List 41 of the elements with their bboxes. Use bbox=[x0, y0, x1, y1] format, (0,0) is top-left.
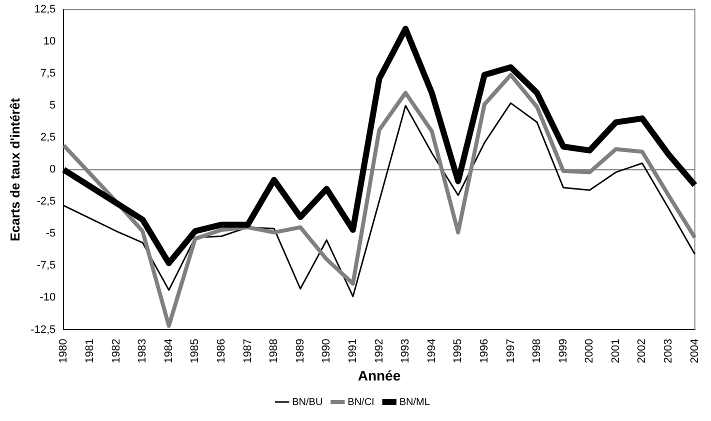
x-tick-label: 1998 bbox=[531, 338, 544, 364]
y-tick-label: 2,5 bbox=[40, 132, 56, 144]
x-tick-label: 1988 bbox=[268, 338, 280, 364]
x-tick-label: 1996 bbox=[478, 338, 490, 364]
x-tick-label: 1983 bbox=[136, 338, 149, 364]
x-tick-label: 2001 bbox=[610, 338, 622, 364]
x-tick-label: 1989 bbox=[294, 338, 306, 364]
x-tick-label: 1991 bbox=[346, 338, 359, 364]
x-tick-label: 1987 bbox=[242, 338, 254, 364]
y-tick-label: 0 bbox=[50, 164, 56, 176]
legend-label: BN/BU bbox=[292, 396, 323, 408]
y-tick-label: 5 bbox=[50, 100, 56, 112]
x-tick-label: 1990 bbox=[320, 338, 333, 364]
x-tick-label: 1984 bbox=[162, 338, 175, 364]
legend-label: BN/CI bbox=[348, 396, 374, 408]
y-tick-label: 12,5 bbox=[34, 4, 56, 16]
x-tick-label: 1982 bbox=[110, 338, 122, 364]
x-tick-label: 2000 bbox=[584, 338, 596, 364]
y-tick-label: 10 bbox=[43, 36, 56, 48]
x-tick-label: 1999 bbox=[557, 338, 570, 364]
x-tick-label: 1981 bbox=[84, 338, 96, 364]
x-tick-label: 1995 bbox=[452, 338, 464, 364]
y-axis-title: Ecarts de taux d'intérêt bbox=[7, 97, 22, 242]
x-tick-label: 1986 bbox=[215, 338, 228, 364]
y-tick-label: -5 bbox=[46, 228, 56, 240]
x-tick-label: 1997 bbox=[504, 338, 517, 364]
x-tick-label: 1994 bbox=[426, 338, 438, 364]
x-tick-label: 1980 bbox=[58, 338, 70, 364]
x-tick-label: 2004 bbox=[688, 338, 701, 364]
y-tick-label: -12,5 bbox=[30, 324, 56, 336]
x-tick-label: 1992 bbox=[373, 338, 386, 364]
x-tick-label: 1985 bbox=[189, 338, 202, 364]
x-axis-title: Année bbox=[358, 367, 401, 384]
y-tick-label: -7,5 bbox=[36, 260, 56, 272]
y-tick-label: 7,5 bbox=[40, 68, 56, 80]
y-tick-label: -2,5 bbox=[36, 196, 56, 208]
x-tick-label: 2003 bbox=[662, 338, 675, 364]
x-tick-label: 1993 bbox=[400, 338, 412, 364]
legend-label: BN/ML bbox=[399, 396, 430, 408]
y-tick-label: -10 bbox=[40, 292, 56, 304]
x-tick-label: 2002 bbox=[636, 338, 648, 364]
